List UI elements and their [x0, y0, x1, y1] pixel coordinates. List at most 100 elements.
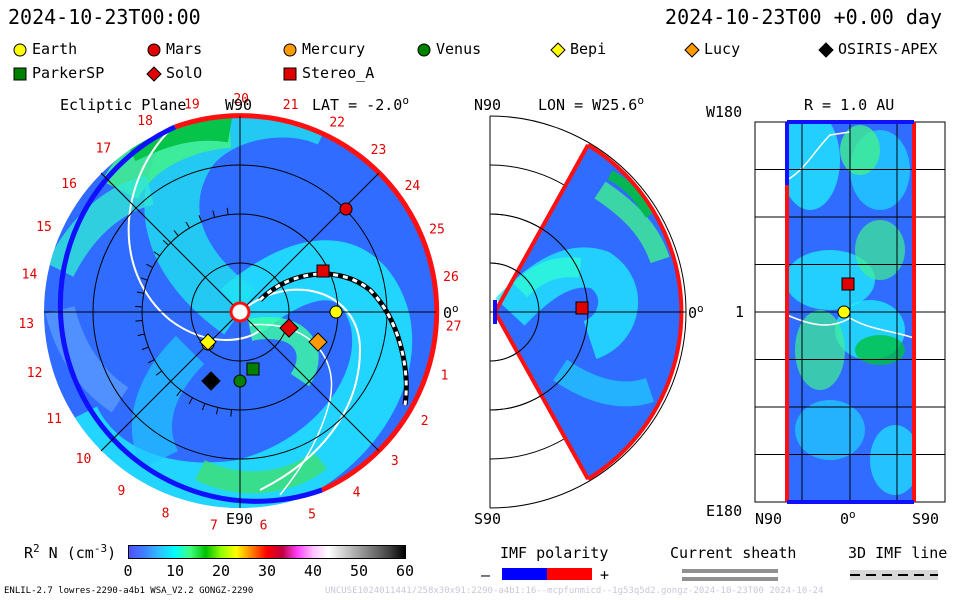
imf-line-title: 3D IMF line: [848, 544, 948, 562]
legend-item-parkersp: ParkerSP: [12, 64, 104, 82]
hour-label: 14: [22, 268, 38, 283]
ring-tick: [215, 407, 219, 415]
legend-label: ParkerSP: [32, 64, 105, 82]
ecliptic-right-label: 0o: [443, 302, 459, 322]
polarity-rim-positive: [174, 113, 440, 493]
ecliptic-panel: 19 20 212223242526271234567891011121314151…: [18, 92, 461, 530]
ring-tick: [153, 251, 161, 257]
legend-item-stereo-a: Stereo_A: [282, 64, 374, 82]
ring-tick: [176, 389, 182, 397]
ring-tick: [165, 380, 172, 387]
hour-label: 23: [371, 143, 387, 158]
ecliptic-hour-labels: 19 20 212223242526271234567891011121314151…: [18, 92, 461, 530]
sphere-x-left: N90: [755, 510, 783, 528]
colorbar-tick-label: 20: [212, 562, 231, 580]
current-sheath-swatch-top: [682, 569, 778, 573]
hour-label: 5: [308, 508, 316, 523]
colorbar-tick-label: 40: [304, 562, 323, 580]
current-sheath-title: Current sheath: [670, 544, 797, 562]
meridional-stereo-a-marker: [575, 301, 589, 315]
ring-tick: [146, 263, 153, 268]
hour-label: 9: [117, 484, 125, 499]
hour-label: 11: [46, 412, 62, 427]
hour-label: 2: [421, 414, 429, 429]
legend-label: Bepi: [570, 40, 607, 58]
hour-label: 21: [283, 98, 299, 113]
footer-left: ENLIL-2.7 lowres-2290-a4b1 WSA_V2.2 GONG…: [4, 586, 254, 596]
diamond-marker-icon: [818, 41, 834, 58]
hour-label: 6: [260, 519, 268, 530]
legend-label: Mars: [166, 40, 203, 58]
osiris-apex-marker: [201, 371, 221, 391]
footer-right: UNCUSE1024011441/258x30x91:2290-a4b1:16-…: [325, 586, 824, 596]
hour-label: 7: [210, 518, 218, 530]
ring-tick: [201, 403, 206, 411]
hour-label: 20: [233, 92, 249, 107]
current-sheath-swatch-bottom: [682, 577, 778, 581]
bepi-marker: [199, 333, 217, 351]
sphere-earth-marker: [837, 305, 851, 319]
hour-label: 13: [18, 317, 34, 332]
mars-marker: [339, 202, 353, 216]
panels-svg: 19 20 212223242526271234567891011121314151…: [18, 92, 946, 530]
hour-label: 19: [184, 98, 200, 113]
legend-item-venus: Venus: [416, 40, 481, 58]
ecliptic-ticks: [135, 207, 232, 417]
colorbar-tick-label: 10: [166, 562, 185, 580]
sphere-r-label: R = 1.0 AU: [804, 96, 895, 114]
colorbar-tick-label: 0: [123, 562, 133, 580]
hour-label: 27: [446, 320, 462, 335]
ring-tick: [226, 207, 229, 215]
colorbar-tick-label: 50: [350, 562, 369, 580]
circle-marker-icon: [147, 43, 161, 56]
datetime-left: 2024-10-23T00:00: [8, 5, 201, 29]
legend-item-mercury: Mercury: [282, 40, 365, 58]
solo-marker: [279, 318, 299, 338]
imf-line-dash: [850, 574, 938, 576]
hour-label: 10: [76, 452, 92, 467]
sphere-top-left: W180: [706, 103, 743, 121]
hour-label: 12: [27, 366, 43, 381]
ring-tick: [185, 221, 190, 229]
colorbar-label: R2 N (cm-3): [24, 542, 117, 562]
colorbar: [128, 545, 406, 559]
hour-label: 22: [329, 115, 345, 130]
legend-label: SolO: [166, 64, 203, 82]
hour-label: 3: [391, 454, 399, 469]
legend-label: OSIRIS-APEX: [838, 40, 938, 58]
ring-tick: [173, 230, 179, 237]
sphere-stereo-a-marker: [841, 277, 855, 291]
datetime-right: 2024-10-23T00 +0.00 day: [665, 5, 942, 29]
imf-plus-sign: +: [600, 566, 610, 584]
imf-minus-sign: –: [481, 566, 491, 584]
ecliptic-title: Ecliptic Plane: [60, 96, 187, 114]
hour-label: 26: [443, 270, 459, 285]
ring-tick: [140, 277, 148, 281]
circle-marker-icon: [417, 43, 431, 56]
colorbar-tick-label: 30: [258, 562, 277, 580]
circle-marker-icon: [13, 43, 27, 56]
meridional-bottom-label: S90: [474, 510, 502, 528]
stereo-a-marker: [316, 264, 330, 278]
parkersp-marker: [246, 362, 260, 376]
sphere-panel: [754, 120, 946, 504]
meridional-lon-label: LON = W25.6o: [538, 94, 644, 114]
diamond-marker-icon: [550, 41, 566, 58]
legend-label: Earth: [32, 40, 78, 58]
ecliptic-lat-label: LAT = -2.0o: [312, 94, 409, 114]
ring-tick: [198, 215, 203, 222]
legend-item-lucy: Lucy: [684, 40, 740, 58]
sphere-bottom-left: E180: [706, 502, 743, 520]
ring-tick: [155, 370, 163, 376]
earth-marker: [329, 305, 343, 319]
square-marker-icon: [283, 67, 297, 80]
sphere-x-mid: 0o: [840, 508, 856, 528]
polarity-rim-negative: [57, 124, 323, 504]
ring-tick: [212, 210, 216, 218]
ring-tick: [137, 333, 145, 337]
ring-tick: [141, 346, 149, 351]
sphere-x-right: S90: [912, 510, 940, 528]
legend-item-bepi: Bepi: [550, 40, 606, 58]
legend-item-solo: SolO: [146, 64, 202, 82]
meridional-panel: [489, 115, 687, 509]
